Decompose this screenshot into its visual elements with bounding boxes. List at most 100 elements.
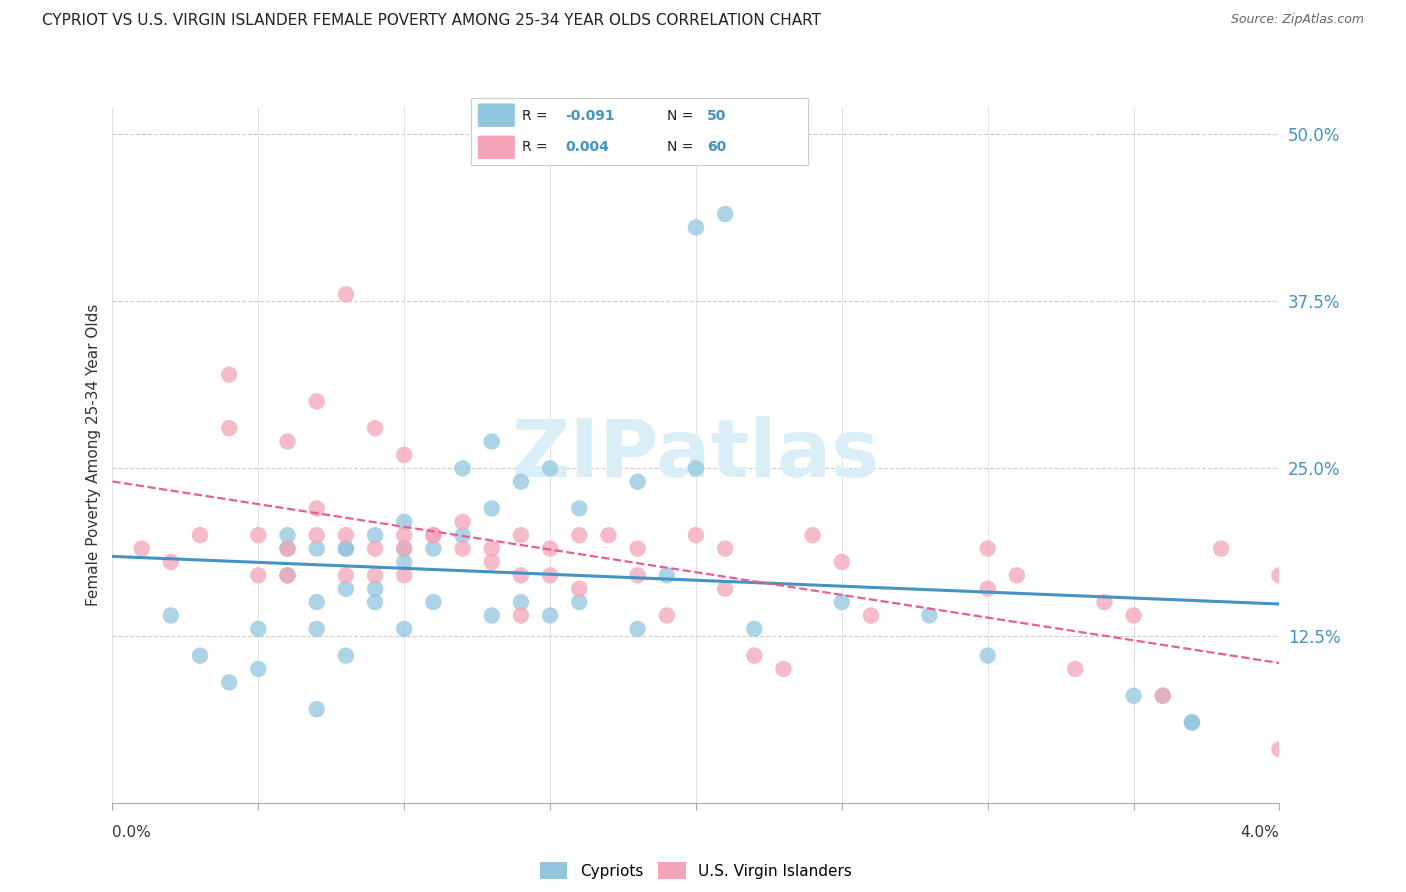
Text: ZIPatlas: ZIPatlas [512,416,880,494]
FancyBboxPatch shape [478,103,515,127]
Point [364,568,387,582]
Point [335,287,357,301]
Text: R =: R = [522,109,551,123]
Point [188,648,211,663]
Point [364,421,387,435]
Point [305,501,328,516]
Point [685,461,707,475]
Text: 50: 50 [707,109,727,123]
Point [247,568,270,582]
Point [1298,742,1320,756]
Point [538,568,561,582]
Point [131,541,153,556]
Point [276,541,298,556]
Point [714,207,737,221]
Point [481,608,503,623]
Point [392,555,416,569]
Point [859,608,883,623]
Point [335,541,357,556]
Point [364,528,387,542]
Point [422,528,444,542]
Point [509,608,531,623]
Point [685,528,707,542]
Point [831,555,853,569]
Point [568,528,591,542]
Point [392,528,416,542]
Point [655,568,678,582]
Point [1181,715,1204,730]
Point [392,541,416,556]
Point [305,528,328,542]
Point [364,541,387,556]
Point [305,541,328,556]
Point [538,541,561,556]
Point [276,568,298,582]
Point [392,622,416,636]
Point [801,528,824,542]
Point [451,461,474,475]
Point [305,595,328,609]
Point [772,662,794,676]
Point [218,675,240,690]
Point [714,541,737,556]
Point [276,568,298,582]
Point [1209,541,1232,556]
Point [335,528,357,542]
Point [626,568,648,582]
Point [568,582,591,596]
Point [1268,568,1291,582]
Point [305,622,328,636]
Text: 0.004: 0.004 [565,140,609,154]
Point [626,622,648,636]
Point [509,568,531,582]
Point [538,461,561,475]
Text: Source: ZipAtlas.com: Source: ZipAtlas.com [1230,13,1364,27]
Point [276,541,298,556]
Point [742,648,765,663]
Text: N =: N = [666,109,697,123]
Point [451,541,474,556]
Point [451,515,474,529]
Text: 4.0%: 4.0% [1240,825,1279,840]
Text: R =: R = [522,140,551,154]
Text: -0.091: -0.091 [565,109,614,123]
Point [247,528,270,542]
Point [714,582,737,596]
Point [335,582,357,596]
Point [481,434,503,449]
Point [1152,689,1174,703]
Point [568,595,591,609]
Text: 0.0%: 0.0% [112,825,152,840]
Point [276,434,298,449]
Point [305,702,328,716]
Point [509,595,531,609]
Point [1268,742,1291,756]
Point [335,541,357,556]
Y-axis label: Female Poverty Among 25-34 Year Olds: Female Poverty Among 25-34 Year Olds [86,304,101,606]
Point [247,662,270,676]
Point [1181,715,1204,730]
Text: CYPRIOT VS U.S. VIRGIN ISLANDER FEMALE POVERTY AMONG 25-34 YEAR OLDS CORRELATION: CYPRIOT VS U.S. VIRGIN ISLANDER FEMALE P… [42,13,821,29]
Point [364,582,387,596]
Point [568,501,591,516]
Point [422,528,444,542]
Point [451,528,474,542]
Point [392,515,416,529]
Point [1005,568,1028,582]
Point [1122,689,1144,703]
Point [422,595,444,609]
Text: 60: 60 [707,140,727,154]
Point [276,528,298,542]
Point [1122,608,1144,623]
Point [218,421,240,435]
Point [305,394,328,409]
Point [188,528,211,542]
Point [335,648,357,663]
Legend: Cypriots, U.S. Virgin Islanders: Cypriots, U.S. Virgin Islanders [534,855,858,886]
Point [976,541,998,556]
Point [626,475,648,489]
Point [160,555,183,569]
Point [481,555,503,569]
Point [481,501,503,516]
Point [685,220,707,235]
